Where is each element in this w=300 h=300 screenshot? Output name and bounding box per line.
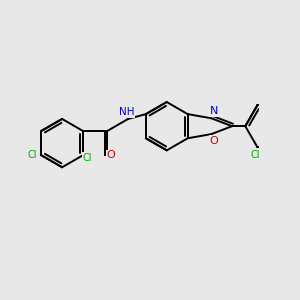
Text: F: F [299, 121, 300, 131]
Text: Cl: Cl [82, 153, 92, 163]
Text: Cl: Cl [28, 150, 37, 160]
Text: NH: NH [118, 107, 134, 117]
Text: N: N [210, 106, 218, 116]
Text: O: O [210, 136, 218, 146]
Text: O: O [106, 150, 115, 160]
Text: Cl: Cl [251, 150, 260, 160]
